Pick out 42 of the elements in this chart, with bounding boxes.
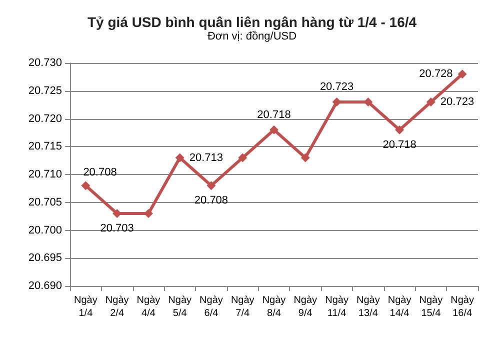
x-tick-label: Ngày 11/4 [325, 295, 348, 319]
chart-title: Tỷ giá USD bình quân liên ngân hàng từ 1/4 - 16/4 [87, 14, 417, 30]
y-tick-label: 20.690 [28, 280, 62, 292]
x-tick-label: Ngày 6/4 [200, 295, 223, 319]
y-tick-label: 20.700 [28, 224, 62, 236]
point [175, 153, 184, 162]
x-tick-label: Ngày 4/4 [136, 295, 160, 319]
x-tick-label: Ngày 5/4 [168, 295, 192, 319]
point [395, 125, 404, 134]
data-label: 20.713 [189, 152, 223, 164]
x-tick-label: Ngày 16/4 [450, 295, 474, 319]
y-tick-label: 20.715 [28, 140, 62, 153]
x-tick-label: Ngày 7/4 [230, 295, 254, 319]
data-label: 20.708 [83, 166, 117, 179]
data-label: 20.718 [257, 108, 291, 121]
point [270, 125, 278, 134]
y-tick-label: 20.705 [28, 196, 62, 208]
y-tick-label: 20.720 [28, 112, 62, 125]
chart-subtitle: Đơn vị: đồng/USD [207, 30, 297, 42]
x-tick-label: Ngày 15/4 [419, 295, 443, 319]
data-label: 20.723 [320, 81, 354, 94]
data-label: 20.723 [440, 96, 474, 108]
x-tick-label: Ngày 9/4 [294, 295, 318, 319]
y-tick-label: 20.730 [28, 57, 62, 69]
point [300, 153, 310, 162]
data-label: 20.703 [100, 222, 134, 235]
point [458, 70, 467, 79]
x-tick-label: Ngày 13/4 [356, 295, 380, 319]
point [206, 181, 216, 190]
y-tick-label: 20.725 [28, 84, 62, 97]
data-label: 20.718 [382, 138, 416, 151]
x-tick-label: Ngày 14/4 [388, 295, 412, 319]
x-tick-label: Ngày 8/4 [262, 295, 286, 319]
point [426, 98, 436, 107]
point [238, 153, 248, 162]
x-tick-label: Ngày 2/4 [105, 295, 129, 319]
data-label: 20.708 [194, 194, 228, 207]
y-tick-label: 20.710 [28, 168, 62, 180]
data-label: 20.728 [419, 68, 453, 80]
point [81, 181, 90, 190]
y-tick-label: 20.695 [28, 252, 62, 264]
x-tick-label: Ngày 1/4 [74, 295, 98, 319]
